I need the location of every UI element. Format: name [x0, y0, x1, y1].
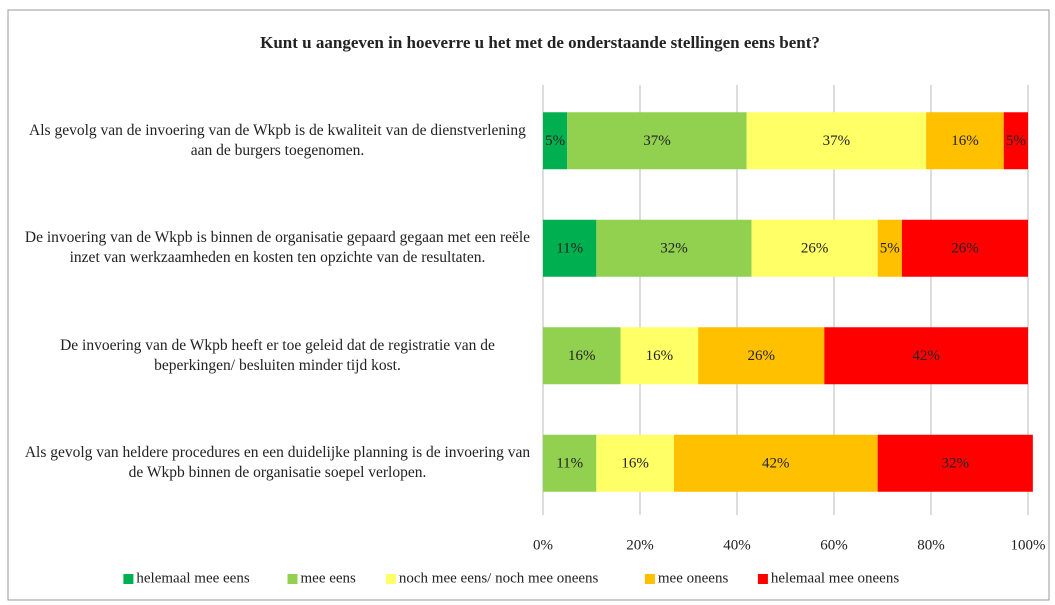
x-tick-label: 40% — [723, 537, 751, 553]
legend-label: noch mee eens/ noch mee oneens — [399, 570, 599, 586]
data-label: 32% — [660, 241, 688, 257]
data-label: 16% — [951, 133, 979, 149]
bar-segment — [824, 327, 1028, 385]
bar-segment — [751, 219, 878, 277]
x-tick-label: 100% — [1011, 537, 1046, 553]
x-tick-label: 60% — [820, 537, 848, 553]
bar-segment — [596, 219, 752, 277]
bar-segment — [543, 219, 597, 277]
bar-segment — [673, 434, 878, 492]
bar-segment — [596, 434, 674, 492]
bar-segment — [543, 434, 597, 492]
bar-segment — [543, 327, 621, 385]
category-label: Als gevolg van de invoering van de Wkpb … — [29, 121, 526, 159]
x-tick-label: 0% — [533, 537, 553, 553]
bar-segment — [620, 327, 699, 385]
bar-segment — [698, 327, 825, 385]
legend-swatch — [287, 574, 298, 584]
bar-segment — [1003, 112, 1028, 170]
legend-swatch — [123, 574, 134, 584]
legend-label: mee oneens — [658, 570, 729, 586]
legend-label: mee eens — [301, 570, 357, 586]
legend-swatch — [644, 574, 655, 584]
category-label: Als gevolg van heldere procedures en een… — [24, 444, 531, 482]
data-label: 11% — [556, 241, 583, 257]
category-label: De invoering van de Wkpb heeft er toe ge… — [60, 336, 495, 374]
legend-swatch — [757, 574, 768, 584]
data-label: 26% — [748, 348, 776, 364]
bar-segment — [567, 112, 747, 170]
bar-segment — [877, 219, 902, 277]
data-label: 37% — [643, 133, 671, 149]
chart-title: Kunt u aangeven in hoeverre u het met de… — [260, 33, 820, 52]
bar-segment — [543, 112, 568, 170]
data-label: 16% — [646, 348, 674, 364]
data-label: 5% — [880, 241, 900, 257]
chart-frame — [7, 9, 1050, 601]
category-label: De invoering van de Wkpb is binnen de or… — [24, 229, 531, 267]
bar-segment — [926, 112, 1004, 170]
data-label: 5% — [1006, 133, 1026, 149]
x-tick-label: 20% — [626, 537, 654, 553]
legend-label: helemaal mee eens — [136, 570, 249, 586]
data-label: 42% — [912, 348, 940, 364]
data-label: 26% — [951, 241, 979, 257]
data-label: 16% — [621, 456, 649, 472]
data-label: 5% — [545, 133, 565, 149]
data-label: 16% — [568, 348, 596, 364]
bar-segment — [746, 112, 927, 170]
data-label: 42% — [762, 456, 790, 472]
data-label: 37% — [823, 133, 851, 149]
bar-segment — [877, 434, 1033, 492]
legend-swatch — [385, 574, 396, 584]
x-tick-label: 80% — [917, 537, 945, 553]
data-label: 32% — [942, 456, 970, 472]
data-label: 26% — [801, 241, 829, 257]
legend-label: helemaal mee oneens — [771, 570, 899, 586]
bar-segment — [901, 219, 1028, 277]
data-label: 11% — [556, 456, 583, 472]
